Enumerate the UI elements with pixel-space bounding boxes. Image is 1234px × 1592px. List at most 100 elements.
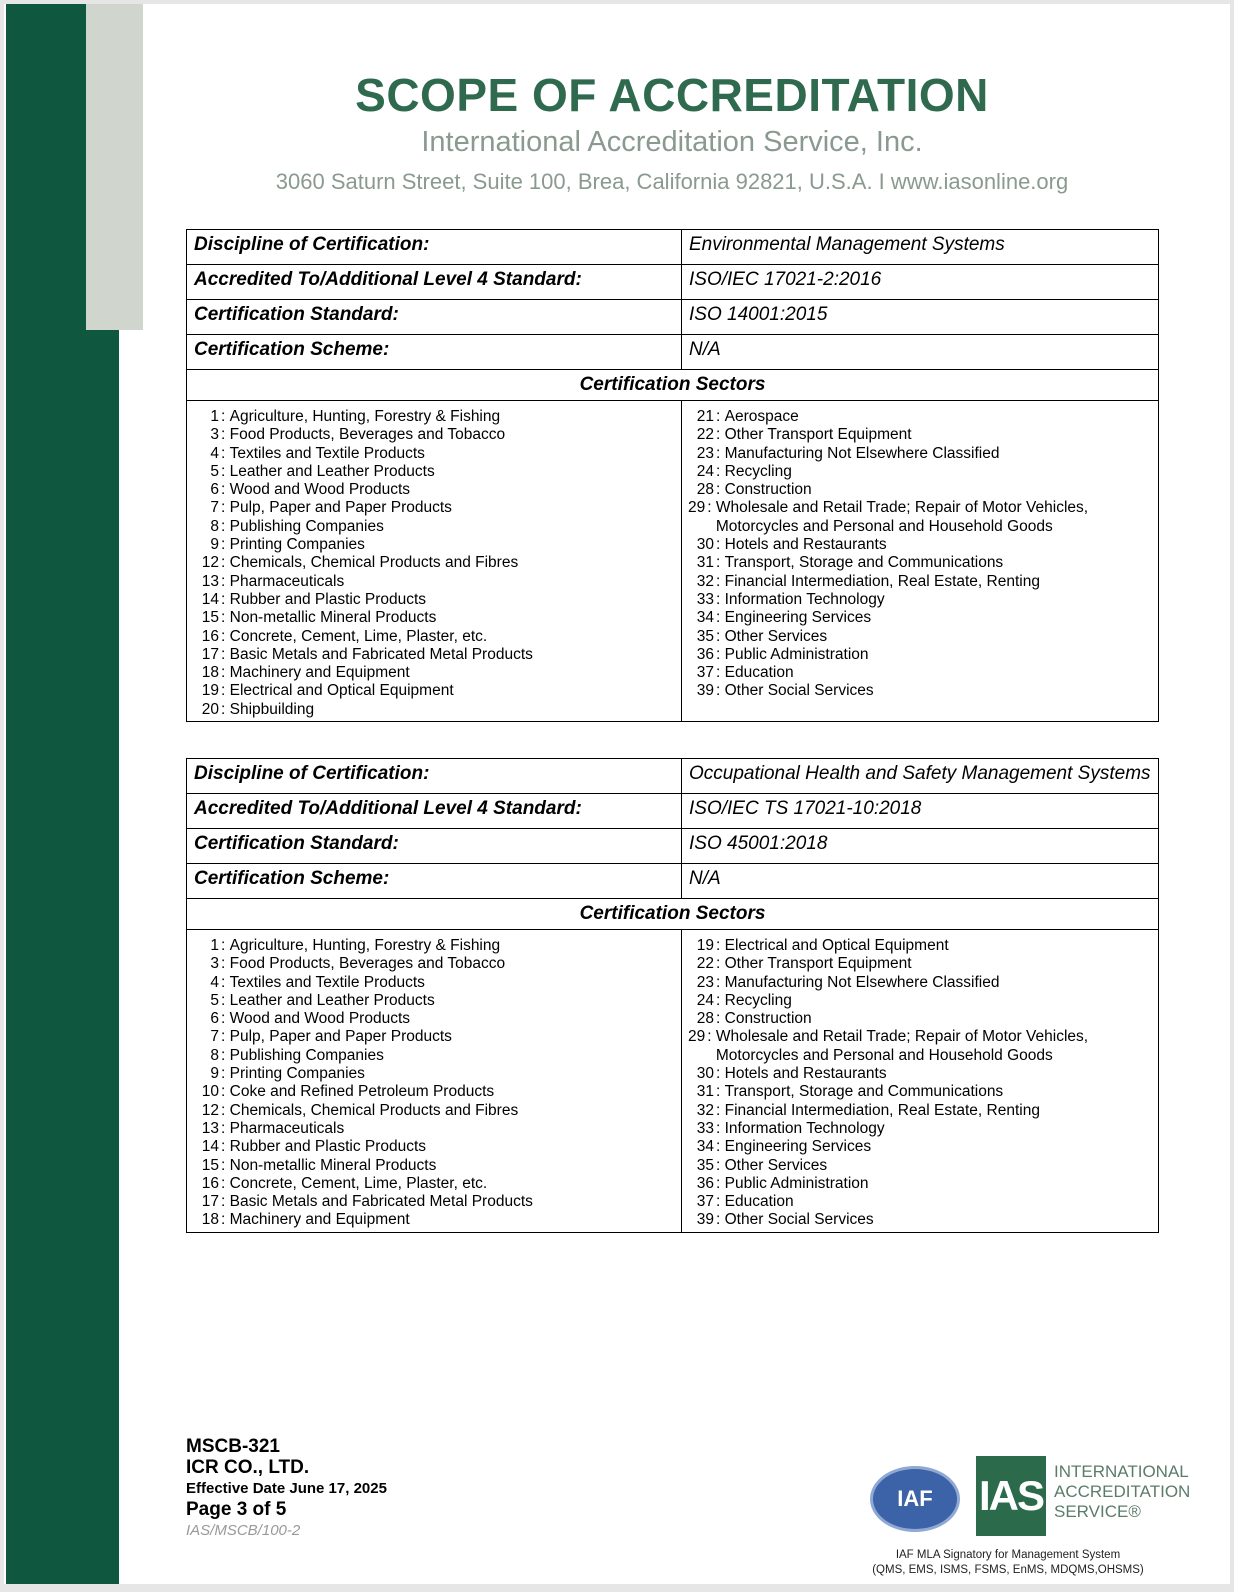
- sector-item: 14: Rubber and Plastic Products: [193, 1138, 674, 1156]
- row-standard: Certification Standard: ISO 14001:2015: [186, 299, 1159, 335]
- sector-name: Chemicals, Chemical Products and Fibres: [229, 554, 519, 572]
- sector-item: 13: Pharmaceuticals: [193, 573, 674, 591]
- sector-item: 4: Textiles and Textile Products: [193, 974, 674, 992]
- sector-item: 39: Other Social Services: [688, 1211, 1151, 1229]
- sector-number: 1: [210, 408, 219, 425]
- sector-name: Food Products, Beverages and Tobacco: [229, 955, 506, 973]
- sector-name: Non-metallic Mineral Products: [229, 609, 437, 627]
- iaf-logo: IAF: [870, 1466, 960, 1532]
- sector-item: 18: Machinery and Equipment: [193, 664, 674, 682]
- sector-name: Other Social Services: [724, 682, 874, 700]
- sector-item: 17: Basic Metals and Fabricated Metal Pr…: [193, 1193, 674, 1211]
- sector-item: 36: Public Administration: [688, 1175, 1151, 1193]
- sector-number: 33: [696, 590, 714, 608]
- sector-name: Hotels and Restaurants: [724, 1065, 887, 1083]
- sector-item: 3: Food Products, Beverages and Tobacco: [193, 426, 674, 444]
- company-name: ICR CO., LTD.: [186, 1457, 310, 1478]
- sector-number: 22: [696, 955, 714, 973]
- sector-name: Recycling: [724, 462, 792, 480]
- sector-item: 31: Transport, Storage and Communication…: [688, 554, 1151, 572]
- sector-list-right: 21: Aerospace 22: Other Transport Equipme…: [681, 399, 1159, 723]
- sector-number: 35: [696, 627, 714, 645]
- sector-item: 24: Recycling: [688, 992, 1151, 1010]
- label-discipline: Discipline of Certification:: [186, 229, 682, 265]
- sector-number: 6: [210, 481, 219, 499]
- sector-number: 30: [696, 1065, 714, 1083]
- sector-item: 18: Machinery and Equipment: [193, 1211, 674, 1229]
- value-standard: ISO 14001:2015: [681, 299, 1159, 335]
- sector-number: 5: [210, 991, 219, 1009]
- sector-name: Construction: [724, 481, 812, 499]
- sector-item: 5: Leather and Leather Products: [193, 463, 674, 481]
- sector-item: 21: Aerospace: [688, 408, 1151, 426]
- sector-item: 20: Shipbuilding: [193, 701, 674, 719]
- sector-list-right: 19: Electrical and Optical Equipment 22: …: [681, 929, 1159, 1233]
- sector-item: 34: Engineering Services: [688, 609, 1151, 627]
- caption-line: (QMS, EMS, ISMS, FSMS, EnMS, MDQMS,OHSMS…: [872, 1564, 1144, 1576]
- sector-name: Publishing Companies: [229, 1046, 384, 1064]
- value-scheme: N/A: [681, 863, 1159, 899]
- sector-list-left: 1: Agriculture, Hunting, Forestry & Fish…: [186, 399, 682, 723]
- sector-number: 31: [696, 1083, 714, 1101]
- sector-name: Financial Intermediation, Real Estate, R…: [724, 572, 1040, 590]
- row-accredited: Accredited To/Additional Level 4 Standar…: [186, 264, 1159, 300]
- sector-name: Concrete, Cement, Lime, Plaster, etc.: [229, 1174, 488, 1192]
- row-discipline: Discipline of Certification: Environmenta…: [186, 229, 1159, 265]
- sector-number: 7: [210, 1028, 219, 1046]
- logo-caption: IAF MLA Signatory for Management System …: [858, 1548, 1158, 1578]
- row-scheme: Certification Scheme: N/A: [186, 863, 1159, 899]
- sector-number: 22: [696, 426, 714, 444]
- sector-name: Publishing Companies: [229, 517, 384, 535]
- sector-number: 18: [201, 1211, 219, 1229]
- sector-name: Machinery and Equipment: [229, 664, 410, 682]
- sectors-header: Certification Sectors: [186, 898, 1159, 930]
- sector-number: 15: [201, 609, 219, 627]
- sector-item: 19: Electrical and Optical Equipment: [688, 937, 1151, 955]
- sector-item: 3: Food Products, Beverages and Tobacco: [193, 955, 674, 973]
- sector-item: 15: Non-metallic Mineral Products: [193, 609, 674, 627]
- sector-number: 37: [696, 1193, 714, 1211]
- value-discipline: Occupational Health and Safety Managemen…: [681, 758, 1159, 794]
- label-accredited: Accredited To/Additional Level 4 Standar…: [186, 793, 682, 829]
- scope-table-ems: Discipline of Certification: Environmenta…: [186, 229, 1159, 723]
- sector-number: 29: [688, 499, 706, 517]
- sector-number: 36: [696, 1174, 714, 1192]
- sector-number: 9: [210, 1065, 219, 1083]
- sector-name: Other Services: [724, 1156, 828, 1174]
- sector-name: Public Administration: [724, 645, 869, 663]
- value-scheme: N/A: [681, 334, 1159, 370]
- sector-item: 8: Publishing Companies: [193, 1047, 674, 1065]
- sector-name: Other Services: [724, 627, 828, 645]
- sector-name: Other Transport Equipment: [724, 955, 912, 973]
- sector-item: 32: Financial Intermediation, Real Estat…: [688, 1102, 1151, 1120]
- sector-number: 18: [201, 664, 219, 682]
- sector-number: 15: [201, 1156, 219, 1174]
- label-accredited: Accredited To/Additional Level 4 Standar…: [186, 264, 682, 300]
- sector-name: Manufacturing Not Elsewhere Classified: [724, 444, 1000, 462]
- sectors-header: Certification Sectors: [186, 369, 1159, 401]
- sector-number: 28: [696, 1010, 714, 1028]
- sector-item: 37: Education: [688, 1193, 1151, 1211]
- sector-item: 30: Hotels and Restaurants: [688, 1065, 1151, 1083]
- sector-item: 8: Publishing Companies: [193, 518, 674, 536]
- sector-name: Other Social Services: [724, 1211, 874, 1229]
- sector-number: 19: [201, 682, 219, 700]
- sector-item: 4: Textiles and Textile Products: [193, 445, 674, 463]
- sector-name: Information Technology: [724, 1119, 885, 1137]
- sector-name: Construction: [724, 1010, 812, 1028]
- sector-name: Electrical and Optical Equipment: [724, 937, 949, 954]
- sector-name: Wholesale and Retail Trade; Repair of Mo…: [715, 499, 1089, 535]
- sector-item: 5: Leather and Leather Products: [193, 992, 674, 1010]
- sector-number: 9: [210, 536, 219, 554]
- sector-item: 9: Printing Companies: [193, 1065, 674, 1083]
- sector-name: Transport, Storage and Communications: [724, 1083, 1004, 1101]
- sector-number: 8: [210, 517, 219, 535]
- sector-number: 12: [201, 554, 219, 572]
- sector-name: Engineering Services: [724, 609, 872, 627]
- sector-name: Aerospace: [724, 408, 799, 425]
- sector-number: 4: [210, 444, 219, 462]
- sector-number: 34: [696, 1138, 714, 1156]
- sector-name: Rubber and Plastic Products: [229, 1138, 427, 1156]
- sector-number: 16: [201, 1174, 219, 1192]
- sector-name: Wood and Wood Products: [229, 1010, 410, 1028]
